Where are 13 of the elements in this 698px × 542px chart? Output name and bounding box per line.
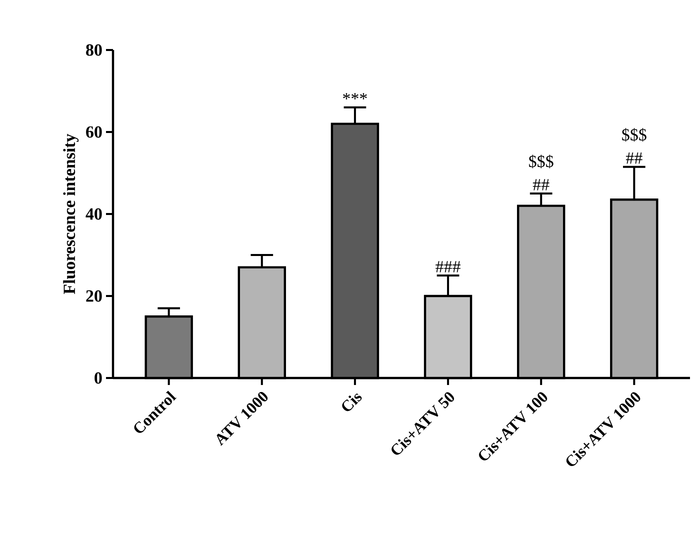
annotation: ***	[343, 93, 367, 100]
y-tick-label: 20	[86, 290, 102, 302]
annotation: ##	[532, 179, 550, 190]
y-tick-label: 40	[86, 208, 102, 220]
y-tick-label: 60	[86, 126, 102, 138]
annotation: $$$	[622, 128, 646, 142]
annotation: $$$	[529, 154, 554, 168]
y-tick-label: 0	[94, 372, 102, 384]
x-tick-label: Cis	[342, 393, 362, 412]
y-axis-title: Fluorescence intensity	[63, 134, 79, 294]
annotation: ###	[436, 261, 460, 272]
y-tick-label: 80	[86, 44, 102, 56]
annotation: ##	[626, 152, 642, 164]
